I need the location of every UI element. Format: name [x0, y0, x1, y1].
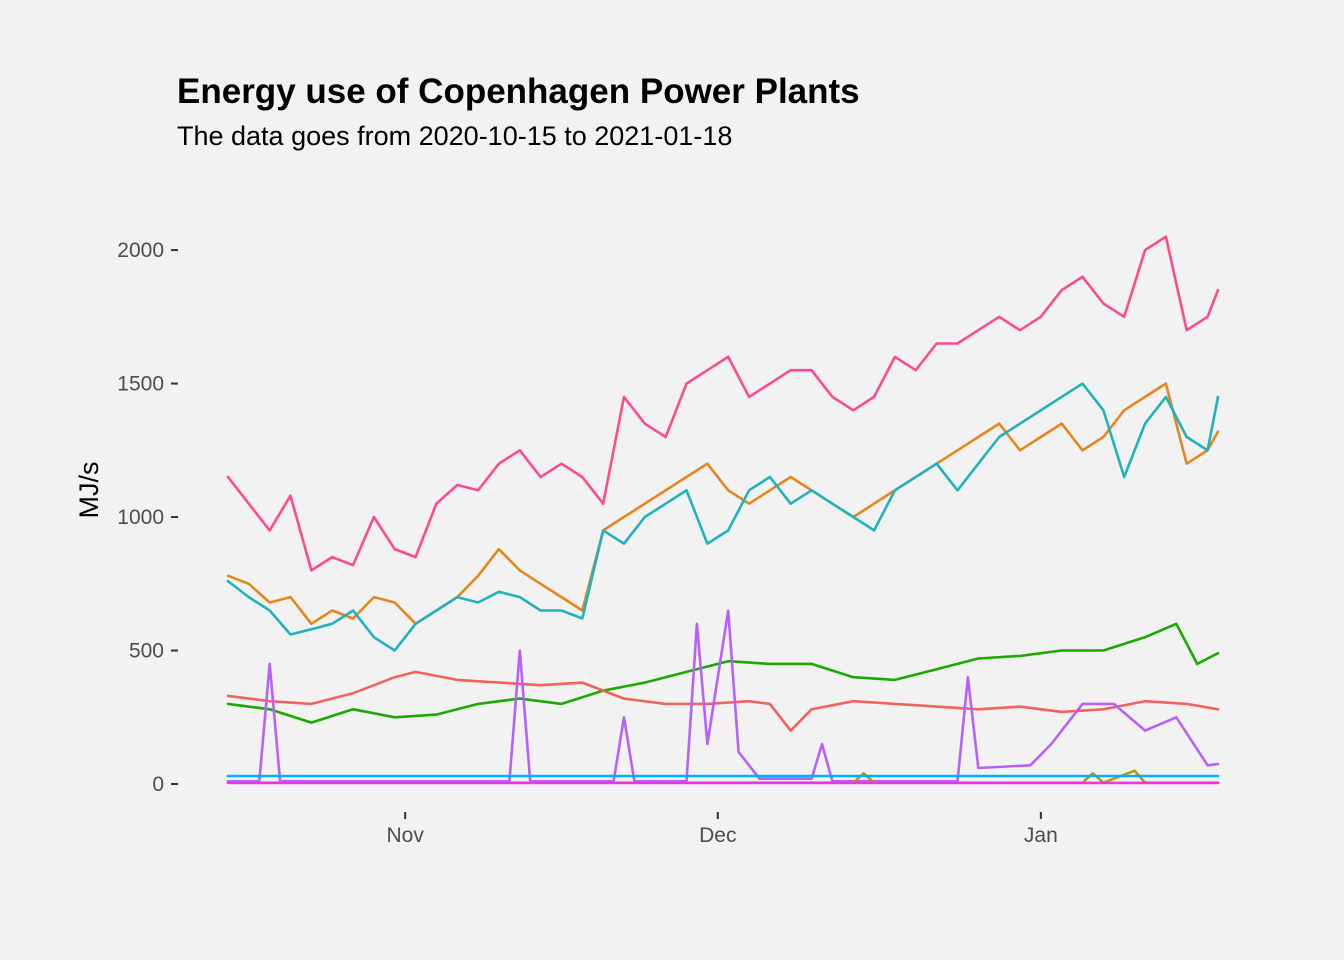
x-tick-label: Jan: [1024, 824, 1058, 847]
series-layer: [226, 235, 1220, 785]
series-line-1: [226, 235, 1220, 572]
x-axis: Nov Dec Jan: [386, 812, 1058, 847]
y-tick-label: 1500: [117, 373, 164, 396]
series-line-2: [226, 382, 1220, 626]
y-tick-label: 1000: [117, 506, 164, 529]
chart-title: Energy use of Copenhagen Power Plants: [177, 72, 860, 111]
series-line-3: [226, 382, 1220, 652]
series-line-6: [226, 609, 1220, 783]
y-axis-title: MJ/s: [74, 462, 104, 519]
chart-subtitle: The data goes from 2020-10-15 to 2021-01…: [177, 121, 732, 151]
y-tick-label: 2000: [117, 239, 164, 262]
y-axis: 0 500 1000 1500 2000: [117, 239, 178, 796]
series-line-4: [226, 622, 1220, 724]
series-line-5: [226, 670, 1220, 732]
x-tick-label: Dec: [699, 824, 736, 847]
y-tick-label: 0: [152, 773, 164, 796]
y-tick-label: 500: [129, 640, 164, 663]
x-tick-label: Nov: [386, 824, 424, 847]
